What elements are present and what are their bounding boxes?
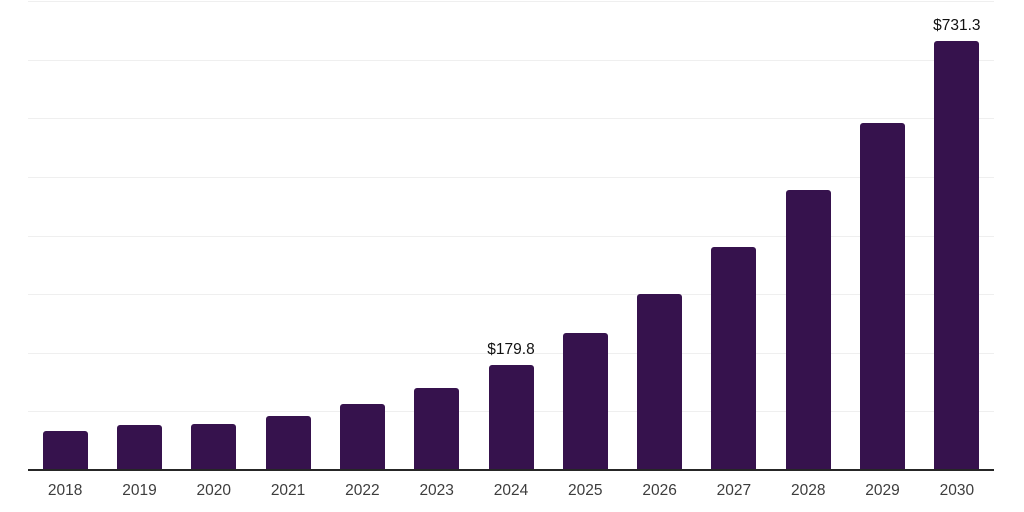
- gridline: [28, 59, 994, 61]
- x-tick-label-2023: 2023: [419, 482, 454, 499]
- bar-value-label-2024: $179.8: [487, 340, 535, 358]
- bar-2030: [934, 41, 980, 470]
- gridline: [28, 352, 994, 354]
- x-tick-label-2027: 2027: [716, 482, 752, 499]
- bar-2021: [265, 416, 311, 470]
- bar-2024: [488, 364, 534, 470]
- x-tick-label-2021: 2021: [270, 482, 306, 499]
- bar-2018: [42, 430, 88, 470]
- bar-value-label-2030: $731.3: [933, 17, 981, 35]
- bar-2019: [116, 425, 162, 470]
- x-tick-label-2030: 2030: [939, 482, 975, 499]
- gridline: [28, 118, 994, 120]
- bar-2029: [860, 122, 906, 470]
- x-tick-label-2026: 2026: [642, 482, 677, 499]
- x-tick-label-2020: 2020: [196, 482, 231, 499]
- gridline: [28, 176, 994, 178]
- x-axis-line: [28, 469, 994, 471]
- gridline: [28, 235, 994, 237]
- x-tick-label-2022: 2022: [345, 482, 380, 499]
- bar-2027: [711, 246, 757, 470]
- bar-2023: [414, 388, 460, 470]
- bar-2026: [637, 294, 683, 470]
- bar-2020: [191, 423, 237, 470]
- bar-2022: [339, 403, 385, 470]
- gridline: [28, 1, 994, 2]
- bar-2028: [785, 190, 831, 470]
- gridline: [28, 294, 994, 296]
- x-tick-label-2019: 2019: [122, 482, 157, 499]
- x-tick-label-2024: 2024: [493, 482, 529, 499]
- x-tick-label-2018: 2018: [47, 482, 83, 499]
- x-tick-label-2025: 2025: [568, 482, 603, 499]
- bar-2025: [562, 332, 608, 470]
- x-tick-label-2029: 2029: [865, 482, 900, 499]
- x-tick-label-2028: 2028: [790, 482, 826, 499]
